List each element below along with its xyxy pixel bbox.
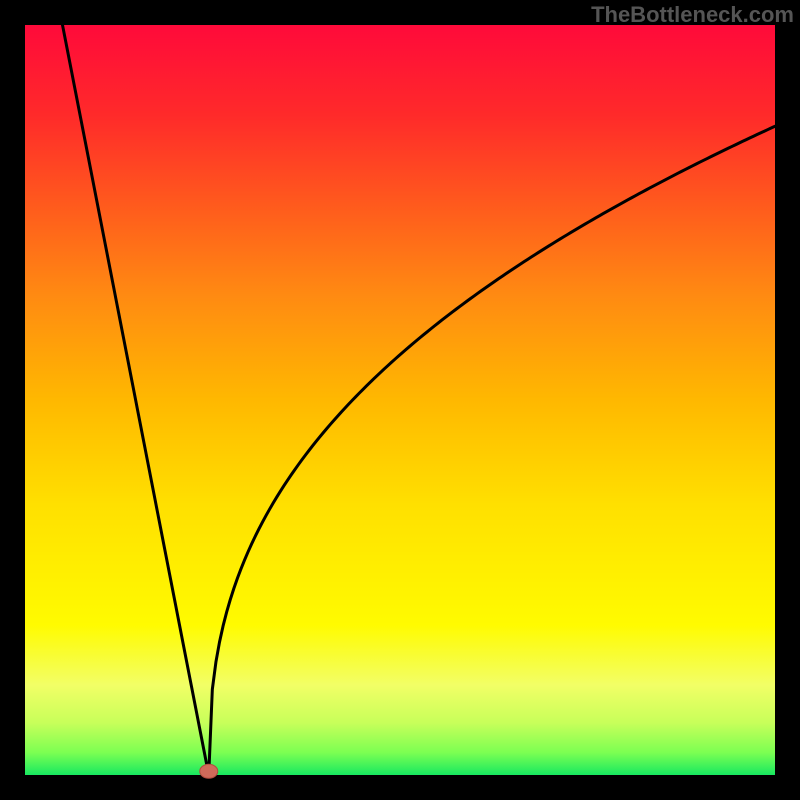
bottleneck-chart: TheBottleneck.com: [0, 0, 800, 800]
watermark-text: TheBottleneck.com: [591, 2, 794, 28]
chart-svg: [0, 0, 800, 800]
